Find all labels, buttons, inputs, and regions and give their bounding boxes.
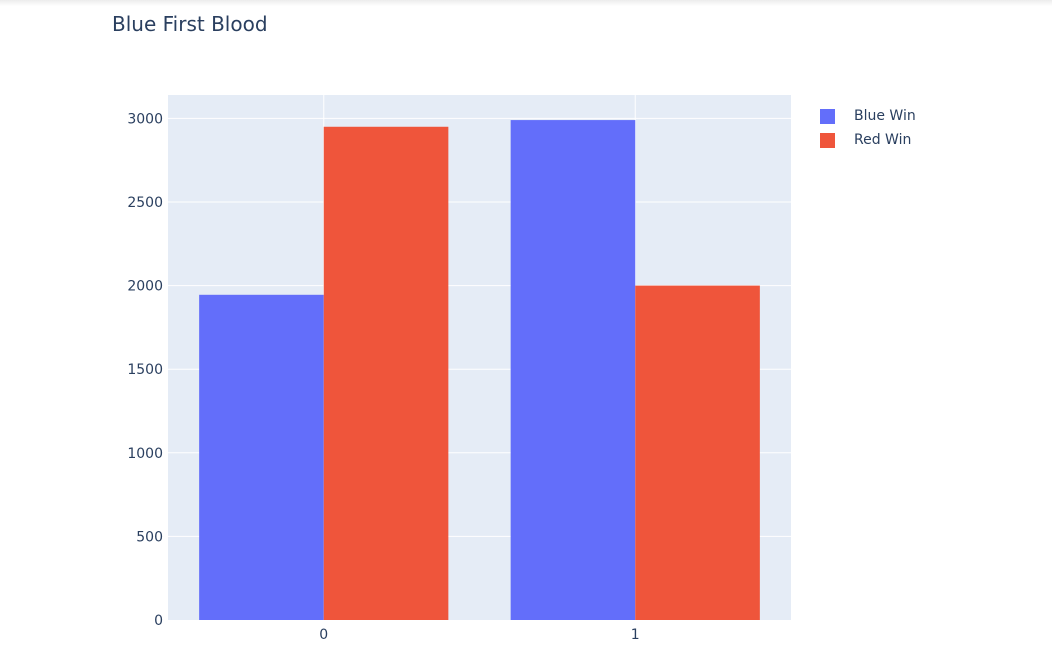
y-tick-label: 3000 — [127, 111, 163, 127]
legend-swatch — [820, 108, 835, 124]
legend-item-blue-win[interactable]: Blue Win — [820, 104, 916, 128]
bar-red-win-0[interactable] — [323, 126, 449, 620]
y-axis-ticks: 0 500 1000 1500 2000 2500 3000 — [127, 111, 163, 629]
legend-label: Red Win — [854, 132, 912, 148]
y-tick-label: 1000 — [127, 446, 163, 462]
bar-red-win-1[interactable] — [635, 285, 760, 620]
bar-blue-win-0[interactable] — [199, 294, 324, 620]
legend-item-red-win[interactable]: Red Win — [820, 128, 916, 152]
chart-title: Blue First Blood — [112, 12, 268, 36]
legend-swatch — [820, 132, 835, 148]
x-tick-label: 0 — [319, 627, 328, 643]
y-tick-label: 1500 — [127, 362, 163, 378]
legend-label: Blue Win — [854, 108, 916, 124]
bars — [199, 120, 760, 620]
y-tick-label: 2500 — [127, 195, 163, 211]
y-tick-label: 2000 — [127, 279, 163, 295]
legend: Blue Win Red Win — [820, 104, 916, 152]
bar-blue-win-1[interactable] — [510, 120, 636, 620]
top-shadow — [0, 0, 1052, 6]
x-tick-label: 1 — [631, 627, 640, 643]
y-tick-label: 500 — [136, 529, 163, 545]
y-tick-label: 0 — [154, 613, 163, 629]
